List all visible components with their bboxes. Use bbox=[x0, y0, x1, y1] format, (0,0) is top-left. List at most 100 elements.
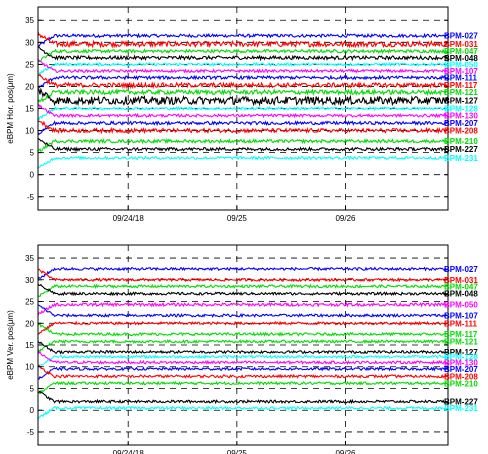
legend-entry-bpm-128: BPM-128 bbox=[444, 353, 478, 362]
legend-entry-bpm-121: BPM-121 bbox=[444, 338, 478, 347]
series-line-bpm-127 bbox=[38, 87, 448, 107]
legend-entry-bpm-117: BPM-117 bbox=[444, 330, 478, 339]
y-tick-label: 0 bbox=[30, 171, 35, 180]
series-line-bpm-130 bbox=[38, 350, 448, 366]
x-tick-label: 09/26 bbox=[335, 449, 356, 454]
series-line-bpm-047 bbox=[38, 283, 448, 298]
legend-entry-bpm-127: BPM-127 bbox=[444, 348, 478, 357]
series-line-bpm-117 bbox=[38, 322, 448, 337]
legend-entry-bpm-207: BPM-207 bbox=[444, 119, 478, 128]
series-line-bpm-031 bbox=[38, 268, 448, 283]
y-tick-label: 15 bbox=[25, 105, 34, 114]
series-line-bpm-207 bbox=[38, 120, 448, 136]
legend-entry-bpm-047: BPM-047 bbox=[444, 47, 478, 56]
legend-entry-bpm-130: BPM-130 bbox=[444, 358, 478, 367]
y-axis-label: eBPM Hor. pos(μm) bbox=[6, 73, 15, 144]
legend-entry-bpm-027: BPM-027 bbox=[444, 265, 478, 274]
series-line-bpm-050 bbox=[38, 301, 448, 316]
series-line-bpm-128 bbox=[38, 354, 448, 369]
y-tick-label: 20 bbox=[25, 319, 34, 328]
legend-entry-bpm-031: BPM-031 bbox=[444, 40, 478, 49]
series-line-bpm-048 bbox=[38, 283, 448, 297]
y-tick-label: 15 bbox=[25, 341, 34, 350]
legend-entry-bpm-048: BPM-048 bbox=[444, 54, 478, 63]
series-line-bpm-117 bbox=[38, 73, 448, 90]
x-tick-label: 09/25 bbox=[227, 214, 248, 223]
horizontal-position-panel: -5 0 5 10 15 20 25 30 35 09/24/18 09/25 09/26 eBPM H… bbox=[6, 6, 478, 223]
x-tick-label: 09/25 bbox=[227, 449, 248, 454]
legend-entry-bpm-130: BPM-130 bbox=[444, 112, 478, 121]
series-line-bpm-027 bbox=[38, 32, 448, 47]
legend-entry-bpm-111: BPM-111 bbox=[444, 319, 477, 328]
legend-entry-bpm-207: BPM-207 bbox=[444, 365, 478, 374]
series-line-bpm-047 bbox=[38, 48, 448, 63]
series-line-bpm-027 bbox=[38, 266, 448, 280]
y-tick-label: -5 bbox=[27, 428, 35, 437]
legend-entry-bpm-111: BPM-111 bbox=[444, 74, 477, 83]
x-tick-label: 09/26 bbox=[335, 214, 356, 223]
y-tick-label: 10 bbox=[25, 127, 34, 136]
series-line-bpm-121 bbox=[38, 88, 448, 103]
series-line-bpm-210 bbox=[38, 380, 448, 395]
legend-entry-bpm-050: BPM-050 bbox=[444, 60, 478, 69]
series-line-bpm-231 bbox=[38, 155, 448, 169]
x-tick-label: 09/24/18 bbox=[113, 214, 145, 223]
series-line-bpm-130 bbox=[38, 103, 448, 119]
legend-entry-bpm-048: BPM-048 bbox=[444, 290, 478, 299]
y-tick-label: 5 bbox=[30, 384, 35, 393]
legend-entry-bpm-210: BPM-210 bbox=[444, 379, 478, 388]
y-axis-label: eBPM Ver. pos(μm) bbox=[6, 310, 15, 380]
series-line-bpm-227 bbox=[38, 390, 448, 405]
legend-entry-bpm-210: BPM-210 bbox=[444, 137, 478, 146]
y-tick-label: 5 bbox=[30, 149, 35, 158]
y-tick-label: 20 bbox=[25, 82, 34, 91]
legend-entry-bpm-027: BPM-027 bbox=[444, 32, 478, 41]
series-line-bpm-107 bbox=[38, 304, 448, 319]
legend-entry-bpm-231: BPM-231 bbox=[444, 404, 478, 413]
legend-entry-bpm-208: BPM-208 bbox=[444, 372, 478, 381]
y-tick-label: -5 bbox=[27, 193, 35, 202]
legend-entry-bpm-107: BPM-107 bbox=[444, 311, 478, 320]
legend-entry-bpm-227: BPM-227 bbox=[444, 145, 478, 154]
series-line-bpm-121 bbox=[38, 339, 448, 354]
series-line-bpm-227 bbox=[38, 137, 448, 153]
legend-entry-bpm-107: BPM-107 bbox=[444, 67, 478, 76]
series-line-bpm-208 bbox=[38, 364, 448, 379]
y-tick-label: 35 bbox=[25, 16, 34, 25]
y-tick-label: 25 bbox=[25, 60, 34, 69]
x-tick-label: 09/24/18 bbox=[113, 449, 145, 454]
y-tick-label: 25 bbox=[25, 298, 34, 307]
series-line-bpm-048 bbox=[38, 45, 448, 62]
series-lines bbox=[38, 31, 448, 169]
legend-entry-bpm-117: BPM-117 bbox=[444, 81, 478, 90]
series-line-bpm-050 bbox=[38, 61, 448, 75]
y-tick-label: 35 bbox=[25, 254, 34, 263]
series-line-bpm-031 bbox=[38, 31, 448, 49]
legend-entry-bpm-128: BPM-128 bbox=[444, 105, 478, 114]
series-line-bpm-208 bbox=[38, 120, 448, 135]
plot-frame bbox=[37, 244, 449, 446]
legend-entry-bpm-047: BPM-047 bbox=[444, 282, 478, 291]
y-tick-label: 30 bbox=[25, 38, 34, 47]
legend-entry-bpm-227: BPM-227 bbox=[444, 398, 478, 407]
legend-entry-bpm-208: BPM-208 bbox=[444, 127, 478, 136]
legend-entry-bpm-031: BPM-031 bbox=[444, 276, 478, 285]
vertical-position-panel: -5 0 5 10 15 20 25 30 35 09/24/18 09/25 09/26 eBPM V… bbox=[6, 244, 478, 454]
series-line-bpm-111 bbox=[38, 320, 448, 335]
y-tick-label: 30 bbox=[25, 276, 34, 285]
series-line-bpm-127 bbox=[38, 341, 448, 355]
legend-entry-bpm-231: BPM-231 bbox=[444, 154, 478, 163]
series-lines bbox=[38, 266, 448, 420]
series-line-bpm-210 bbox=[38, 138, 448, 153]
legend-entry-bpm-127: BPM-127 bbox=[444, 97, 478, 106]
series-line-bpm-128 bbox=[38, 105, 448, 121]
series-line-bpm-107 bbox=[38, 58, 448, 74]
series-line-bpm-231 bbox=[38, 405, 448, 420]
legend-entry-bpm-121: BPM-121 bbox=[444, 88, 478, 97]
series-line-bpm-207 bbox=[38, 366, 448, 380]
legend-entry-bpm-050: BPM-050 bbox=[444, 301, 478, 310]
y-tick-label: 0 bbox=[30, 406, 35, 415]
series-line-bpm-111 bbox=[38, 74, 448, 89]
y-tick-label: 10 bbox=[25, 363, 34, 372]
